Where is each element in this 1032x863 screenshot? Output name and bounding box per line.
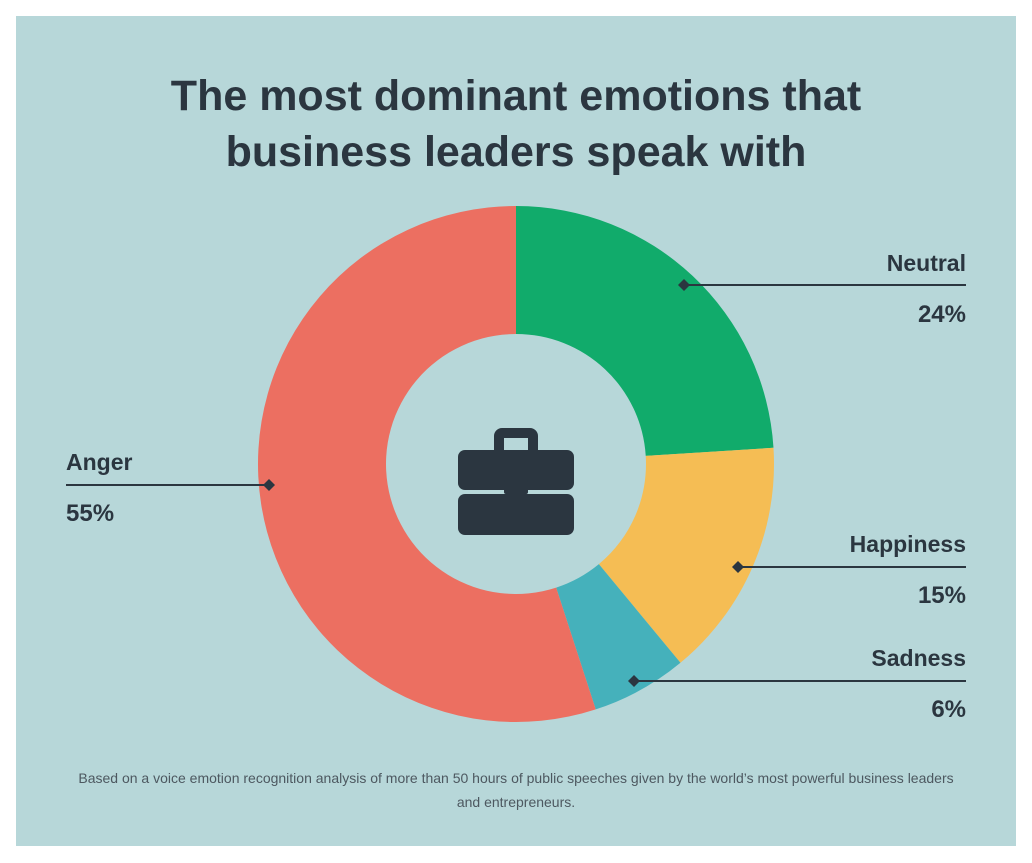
callout-happiness: Happiness 15% — [732, 531, 966, 609]
slice-anger — [257, 206, 596, 723]
callout-marker-sadness — [628, 675, 640, 687]
value-anger: 55% — [66, 500, 114, 527]
callout-sadness: Sadness 6% — [628, 645, 966, 723]
callouts-group: Neutral 24% Happiness 15% Sadness 6% Anger 55% — [66, 250, 966, 723]
value-sadness: 6% — [931, 696, 966, 723]
callout-marker-happiness — [732, 561, 744, 573]
label-anger: Anger — [66, 449, 133, 475]
label-sadness: Sadness — [871, 645, 966, 671]
chart-title-line-1: The most dominant emotions that — [170, 72, 862, 120]
slice-neutral — [516, 206, 774, 456]
slice-sadness — [556, 564, 681, 710]
callout-neutral: Neutral 24% — [678, 250, 966, 328]
donut-chart: Neutral 24% Happiness 15% Sadness 6% Anger 55% — [66, 206, 966, 723]
slice-happiness — [598, 447, 774, 663]
label-neutral: Neutral — [887, 250, 966, 276]
chart-title: The most dominant emotions that business… — [16, 68, 1016, 180]
slices-group — [257, 206, 774, 723]
callout-marker-anger — [263, 479, 275, 491]
value-neutral: 24% — [918, 301, 966, 328]
callout-marker-neutral — [678, 279, 690, 291]
briefcase-icon — [458, 428, 574, 535]
footnote: Based on a voice emotion recognition ana… — [78, 770, 954, 810]
label-happiness: Happiness — [850, 531, 966, 557]
value-happiness: 15% — [918, 582, 966, 609]
infographic-panel: The most dominant emotions that business… — [16, 16, 1016, 846]
chart-title-line-2: business leaders speak with — [225, 128, 807, 176]
callout-anger: Anger 55% — [66, 449, 275, 527]
